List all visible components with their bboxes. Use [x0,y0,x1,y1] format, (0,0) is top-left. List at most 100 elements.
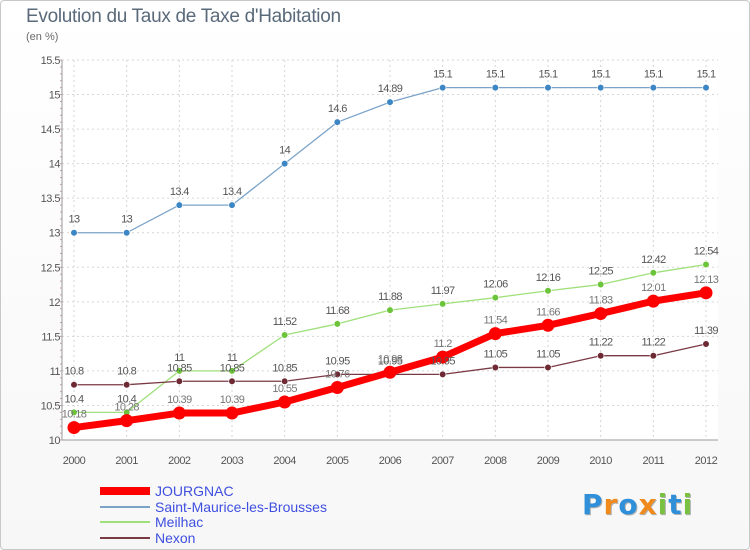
data-point-jourgnac [488,327,502,341]
data-point-nexon [702,340,710,348]
data-label-nexon: 10.85 [167,362,192,374]
data-point-jourgnac [330,380,344,394]
legend-label-nexon: Nexon [155,529,196,546]
data-label-meilhac: 11.52 [273,316,297,328]
logo-letter: x [638,488,658,521]
data-point-nexon [123,381,131,389]
logo-letter: t [668,488,683,521]
data-point-saint-maurice-les-brousses [702,84,710,92]
data-label-nexon: 10.8 [64,366,83,378]
data-label-nexon: 10.95 [325,355,350,367]
x-tick-label: 2001 [115,455,138,467]
data-point-jourgnac [120,414,134,428]
x-tick-label: 2012 [695,455,718,467]
x-tick-label: 2004 [273,455,296,467]
data-label-jourgnac: 11.54 [483,315,507,327]
data-label-meilhac: 11.88 [378,291,402,303]
legend-swatch-meilhac [100,521,150,523]
data-point-meilhac [386,306,394,314]
data-label-jourgnac: 10.98 [378,353,403,365]
y-tick-label: 12 [49,297,61,309]
data-label-nexon: 11.39 [694,325,718,337]
data-label-nexon: 10.8 [117,366,136,378]
data-label-nexon: 10.85 [272,362,297,374]
legend-label-saint-maurice: Saint-Maurice-les-Brousses [155,498,327,515]
data-point-jourgnac [67,421,81,435]
data-label-jourgnac: 11.2 [434,338,453,350]
data-point-nexon [544,363,552,372]
data-label-saint-maurice-les-brousses: 15.1 [644,69,663,81]
data-point-jourgnac [594,307,608,321]
data-label-jourgnac: 11.66 [536,306,560,318]
data-label-jourgnac: 10.39 [220,394,245,406]
data-point-meilhac [228,367,236,375]
legend-swatch-jourgnac [100,487,150,495]
data-label-meilhac: 11.97 [431,285,455,297]
data-label-meilhac: 12.54 [694,246,719,258]
data-label-jourgnac: 10.18 [62,409,87,421]
data-label-jourgnac: 10.76 [325,368,350,380]
data-label-nexon: 11.05 [483,348,507,360]
y-tick-label: 10 [49,435,61,447]
data-label-meilhac: 11 [227,352,238,364]
data-point-jourgnac [646,294,660,308]
data-label-saint-maurice-les-brousses: 15.1 [486,69,505,81]
x-tick-label: 2003 [221,455,244,467]
data-label-meilhac: 11.68 [325,305,349,317]
data-point-saint-maurice-les-brousses [70,229,78,237]
data-point-saint-maurice-les-brousses [491,84,499,92]
x-tick-label: 2010 [589,455,612,467]
data-point-nexon [649,352,657,360]
data-point-jourgnac [278,395,292,409]
data-point-saint-maurice-les-brousses [649,84,657,92]
data-label-jourgnac: 12.13 [694,274,719,286]
x-tick-label: 2000 [63,455,86,467]
data-point-jourgnac [225,406,239,420]
data-label-saint-maurice-les-brousses: 15.1 [591,69,610,81]
data-label-saint-maurice-les-brousses: 13 [68,214,80,226]
x-tick-label: 2011 [643,455,665,467]
y-tick-label: 11.5 [41,331,60,343]
data-point-meilhac [333,320,341,328]
logo-letter: P [582,488,604,521]
data-label-saint-maurice-les-brousses: 13.4 [222,186,241,198]
data-label-jourgnac: 11.83 [589,295,613,307]
data-point-meilhac [175,367,183,375]
y-tick-label: 11 [50,366,61,378]
y-tick-label: 13 [49,228,61,240]
data-point-jourgnac [541,318,555,332]
y-tick-label: 15 [49,90,61,102]
data-point-nexon [333,370,341,378]
data-label-meilhac: 11 [174,352,185,364]
data-point-nexon [70,381,78,389]
data-point-nexon [281,377,289,385]
data-label-jourgnac: 12.01 [641,282,666,294]
data-label-nexon: 11.22 [589,337,613,349]
data-point-saint-maurice-les-brousses [544,84,552,92]
data-point-meilhac [597,280,605,289]
data-point-saint-maurice-les-brousses [175,201,183,209]
data-point-meilhac [281,331,289,339]
legend-label-jourgnac: JOURGNAC [155,483,234,499]
data-point-jourgnac [699,286,713,300]
data-point-nexon [491,363,499,372]
proxiti-logo: Proxiti [582,488,693,521]
legend-label-meilhac: Meilhac [155,514,204,530]
data-label-meilhac: 12.06 [483,279,508,291]
data-label-saint-maurice-les-brousses: 14.6 [328,103,347,115]
data-point-saint-maurice-les-brousses [281,160,289,168]
x-tick-label: 2006 [379,455,402,467]
data-label-jourgnac: 10.28 [114,402,139,414]
data-label-meilhac: 10.4 [64,393,83,405]
y-tick-label: 15.5 [41,55,61,67]
y-tick-label: 14 [49,159,61,171]
data-label-saint-maurice-les-brousses: 14.89 [378,83,403,95]
data-label-saint-maurice-les-brousses: 13 [121,214,133,226]
legend-swatch-nexon [100,536,150,539]
data-point-saint-maurice-les-brousses [597,84,605,92]
legend-swatch-saint-maurice [100,505,150,508]
data-point-saint-maurice-les-brousses [228,201,236,209]
data-label-meilhac: 12.42 [641,254,666,266]
data-point-jourgnac [172,406,186,420]
